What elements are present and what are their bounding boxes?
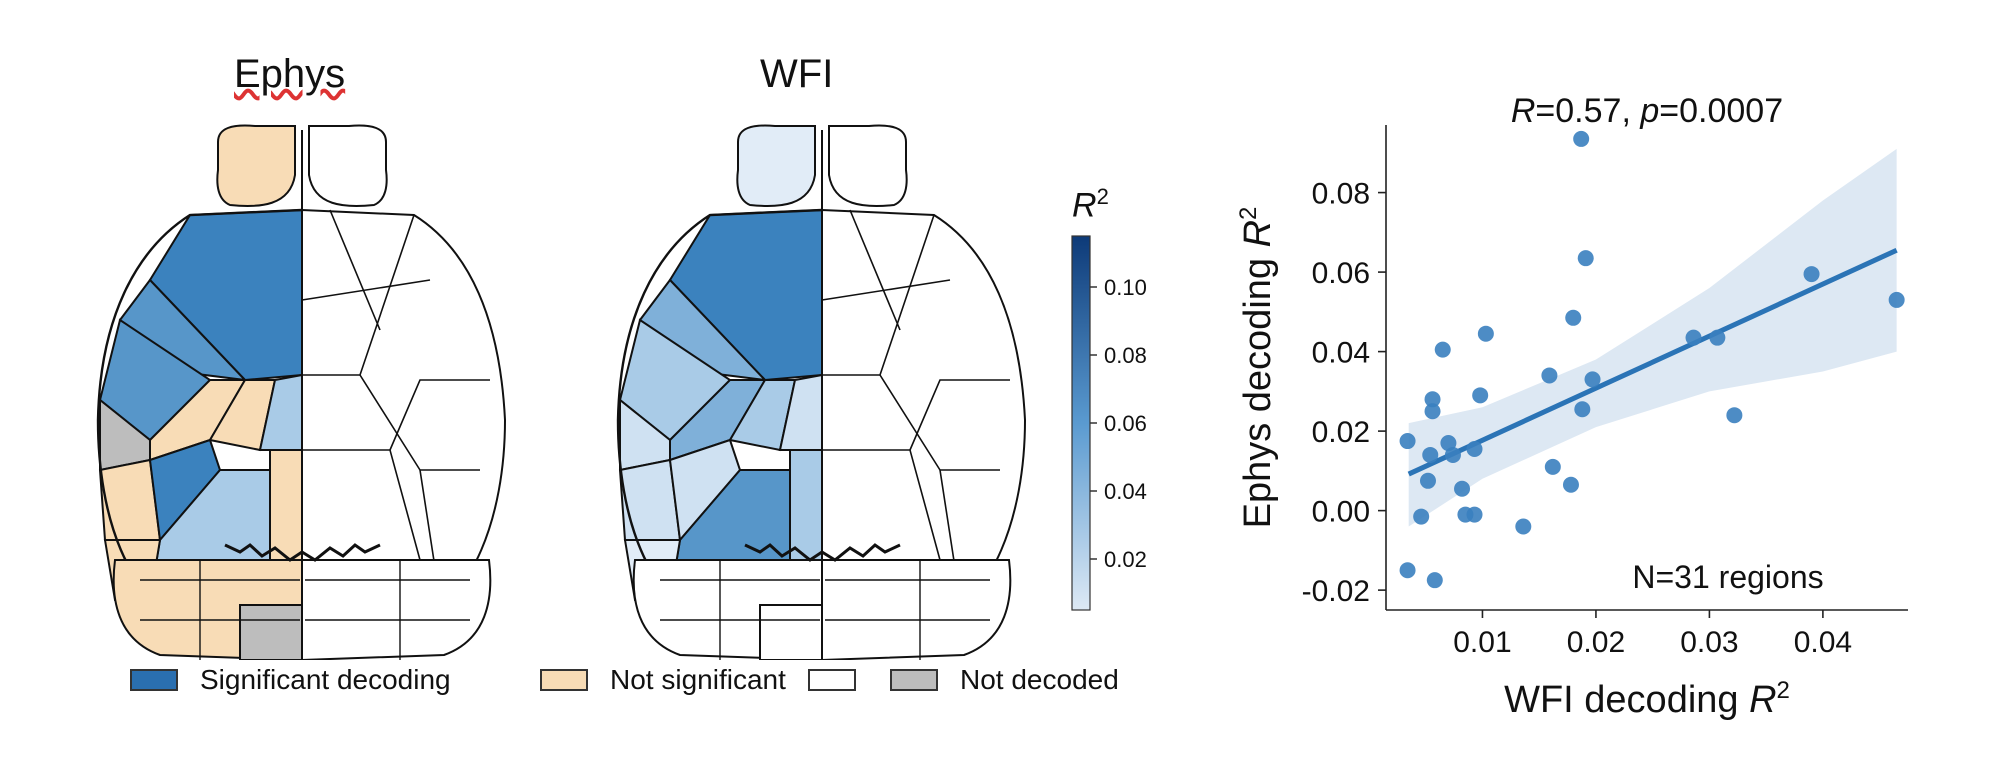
- data-point: [1399, 562, 1416, 579]
- legend-swatch-not-significant: [540, 669, 588, 691]
- x-axis-label: WFI decoding R2: [1504, 677, 1790, 721]
- data-point: [1477, 325, 1494, 342]
- annotation-n-regions: N=31 regions: [1632, 559, 1823, 595]
- data-point: [1573, 130, 1590, 147]
- data-point: [1422, 446, 1439, 463]
- data-point: [1515, 518, 1532, 535]
- data-point: [1574, 401, 1591, 418]
- cortex-border-right: [329, 209, 381, 331]
- olfactory-bulb-right: [308, 124, 388, 208]
- ephys-title: Ephys: [234, 52, 346, 96]
- cortex-border-right: [389, 379, 490, 451]
- x-tick-label: 0.04: [1794, 626, 1852, 659]
- cerebellum-right: [301, 559, 492, 660]
- wfi-title: WFI: [760, 52, 834, 96]
- legend-label-significant: Significant decoding: [200, 664, 451, 695]
- olfactory-bulb-right: [828, 124, 908, 208]
- olfactory-bulb-left: [736, 124, 816, 208]
- cortex-border-right: [909, 379, 1010, 451]
- cerebellum-right: [821, 559, 1012, 660]
- data-point: [1424, 403, 1441, 420]
- data-point: [1444, 446, 1461, 463]
- legend-not-significant: Not significant: [540, 664, 878, 696]
- y-tick-label: 0.00: [1312, 496, 1370, 529]
- data-point: [1454, 480, 1471, 497]
- wfi-brain-map: [616, 124, 1027, 660]
- colorbar-tick-label: 0.10: [1104, 275, 1147, 300]
- y-tick-label: -0.02: [1302, 575, 1370, 608]
- x-tick-label: 0.01: [1453, 626, 1511, 659]
- colorbar-label: R2: [1072, 184, 1109, 225]
- olfactory-bulb-left: [216, 124, 296, 208]
- colorbar-tick-label: 0.08: [1104, 343, 1147, 368]
- y-tick-label: 0.08: [1312, 178, 1370, 211]
- cerebellum-vermis: [759, 604, 823, 660]
- data-point: [1726, 407, 1743, 424]
- data-point: [1544, 458, 1561, 475]
- regression-line: [1407, 247, 1898, 477]
- cortex-border-right: [821, 279, 951, 301]
- data-point: [1472, 387, 1489, 404]
- legend-swatch-not-decoded: [890, 669, 938, 691]
- chart-title-part: =0.0007: [1659, 92, 1783, 130]
- data-point: [1584, 371, 1601, 388]
- data-point: [1888, 291, 1905, 308]
- data-point: [1466, 440, 1483, 457]
- data-point: [1413, 508, 1430, 525]
- data-point: [1424, 391, 1441, 408]
- data-point: [1709, 329, 1726, 346]
- data-point: [1541, 367, 1558, 384]
- chart-title-part: =0.57,: [1535, 92, 1640, 130]
- data-point: [1426, 572, 1443, 589]
- midbrain-edge: [744, 543, 901, 562]
- y-tick-label: 0.06: [1312, 257, 1370, 290]
- ephys-brain-map: [96, 124, 507, 660]
- y-tick-label: 0.02: [1312, 416, 1370, 449]
- data-point: [1685, 329, 1702, 346]
- chart-title-part: R: [1511, 92, 1536, 130]
- x-tick-label: 0.02: [1567, 626, 1625, 659]
- data-point: [1466, 506, 1483, 523]
- legend-swatch-not-significant-white: [807, 669, 856, 691]
- legend-label-not-significant: Not significant: [610, 664, 786, 695]
- cortex-border-right: [301, 279, 431, 301]
- confidence-band: [1408, 148, 1897, 527]
- chart-title-part: p: [1639, 92, 1659, 130]
- data-point: [1399, 433, 1416, 450]
- x-tick-label: 0.03: [1680, 626, 1738, 659]
- legend-swatch-significant: [130, 669, 178, 691]
- legend-label-not-decoded: Not decoded: [960, 664, 1119, 695]
- data-point: [1803, 266, 1820, 283]
- y-tick-label: 0.04: [1312, 337, 1370, 370]
- midbrain-edge: [224, 543, 381, 562]
- legend-significant: Significant decoding: [130, 664, 451, 696]
- data-point: [1419, 472, 1436, 489]
- cerebellum-vermis: [239, 604, 303, 660]
- data-point: [1434, 341, 1451, 358]
- chart-title: R=0.57, p=0.0007: [1511, 92, 1783, 130]
- y-axis-label: Ephys decoding R2: [1235, 207, 1279, 529]
- data-point: [1565, 309, 1582, 326]
- colorbar-tick-label: 0.02: [1104, 547, 1147, 572]
- cortex-border-right: [849, 209, 901, 331]
- brain-maps: 0.10 0.08 0.06 0.04 0.02: [96, 124, 1147, 660]
- data-point: [1577, 250, 1594, 267]
- colorbar-tick-label: 0.04: [1104, 479, 1147, 504]
- legend-not-decoded: Not decoded: [890, 664, 1119, 696]
- data-point: [1562, 476, 1579, 493]
- colorbar-tick-label: 0.06: [1104, 411, 1147, 436]
